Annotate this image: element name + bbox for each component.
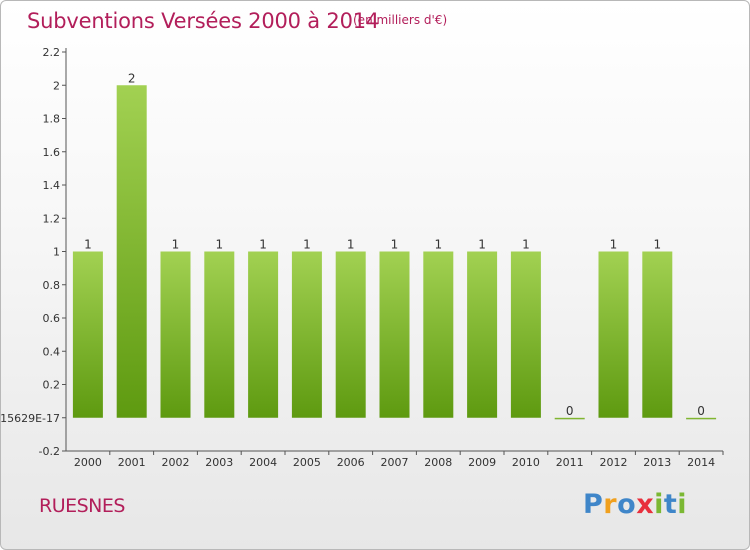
x-tick-label: 2008: [424, 456, 452, 469]
brand-letter: o: [617, 489, 637, 520]
bar: [160, 251, 191, 418]
bar-data-label: 1: [215, 238, 223, 252]
y-tick-label: 2: [53, 79, 60, 92]
x-tick-label: 2005: [293, 456, 321, 469]
y-tick-label: -0.2: [39, 445, 60, 458]
x-tick-label: 2013: [643, 456, 671, 469]
bar-data-label: 1: [303, 238, 311, 252]
bar: [423, 251, 454, 418]
x-tick-label: 2000: [74, 456, 102, 469]
chart-title: Subventions Versées 2000 à 2014: [27, 9, 380, 33]
brand-letter: x: [636, 489, 655, 520]
bar: [379, 251, 410, 418]
bar-data-label: 1: [259, 238, 267, 252]
bar-data-label: 2: [128, 71, 136, 85]
chart-subtitle: (en milliers d'€): [353, 13, 448, 27]
bar-data-label: 1: [347, 238, 355, 252]
y-tick-label: 1.4: [43, 179, 61, 192]
bar: [335, 251, 366, 418]
bar-data-label: 1: [391, 238, 399, 252]
bar: [686, 417, 717, 420]
y-tick-label: 0.4: [43, 345, 61, 358]
x-tick-label: 2010: [512, 456, 540, 469]
bar-data-label: 1: [172, 238, 180, 252]
y-axis: -0.2 -15629E-17 0.2 0.4 0.6 0.8 1 1.2 1.4 1.6 1.8 2…: [1, 46, 67, 458]
bar-data-label: 1: [653, 238, 661, 252]
x-tick-label: 2011: [556, 456, 584, 469]
bar: [291, 251, 322, 418]
y-tick-label: 1.8: [43, 113, 61, 126]
x-axis: 2000 2001 2002 2003 2004 2005 2006 2007 2008 2009…: [66, 450, 724, 469]
bar-data-label: 0: [566, 404, 574, 418]
brand-letter: t: [663, 489, 678, 520]
y-tick-label: 1.6: [43, 146, 61, 159]
x-tick-label: 2014: [687, 456, 715, 469]
commune-name: RUESNES: [39, 495, 125, 517]
x-tick-label: 2006: [337, 456, 365, 469]
y-tick-label: 2.2: [43, 46, 61, 59]
y-tick-label: 1.2: [43, 212, 61, 225]
x-tick-label: 2003: [205, 456, 233, 469]
brand-letter: P: [583, 489, 604, 520]
y-tick-label: 0.2: [43, 379, 61, 392]
y-tick-label: 0.6: [43, 312, 61, 325]
bar: [510, 251, 541, 418]
y-tick-label: -15629E-17: [1, 412, 60, 425]
bar: [204, 251, 235, 418]
bar-data-label: 0: [697, 404, 705, 418]
bar-data-label: 1: [84, 238, 92, 252]
brand-letter: r: [603, 489, 618, 520]
x-tick-label: 2012: [600, 456, 628, 469]
x-tick-label: 2009: [468, 456, 496, 469]
bars: 1 2 1 1 1 1 1 1 1 1 1 0 1 1 0: [72, 71, 717, 420]
brand-letter: i: [677, 489, 688, 520]
bar: [554, 417, 585, 420]
bar: [642, 251, 673, 418]
y-tick-label: 0.8: [43, 279, 61, 292]
x-tick-label: 2002: [162, 456, 190, 469]
x-tick-label: 2007: [381, 456, 409, 469]
x-tick-label: 2004: [249, 456, 277, 469]
bar: [467, 251, 498, 418]
bar-data-label: 1: [522, 238, 530, 252]
y-tick-label: 1: [53, 246, 60, 259]
brand-logo[interactable]: Proxiti: [583, 489, 687, 520]
bar: [116, 85, 147, 418]
bar-data-label: 1: [610, 238, 618, 252]
bar: [72, 251, 103, 418]
bar: [248, 251, 279, 418]
x-tick-label: 2001: [118, 456, 146, 469]
bar-data-label: 1: [478, 238, 486, 252]
brand-letter: i: [654, 489, 664, 520]
bar-data-label: 1: [434, 238, 442, 252]
bar: [598, 251, 629, 418]
